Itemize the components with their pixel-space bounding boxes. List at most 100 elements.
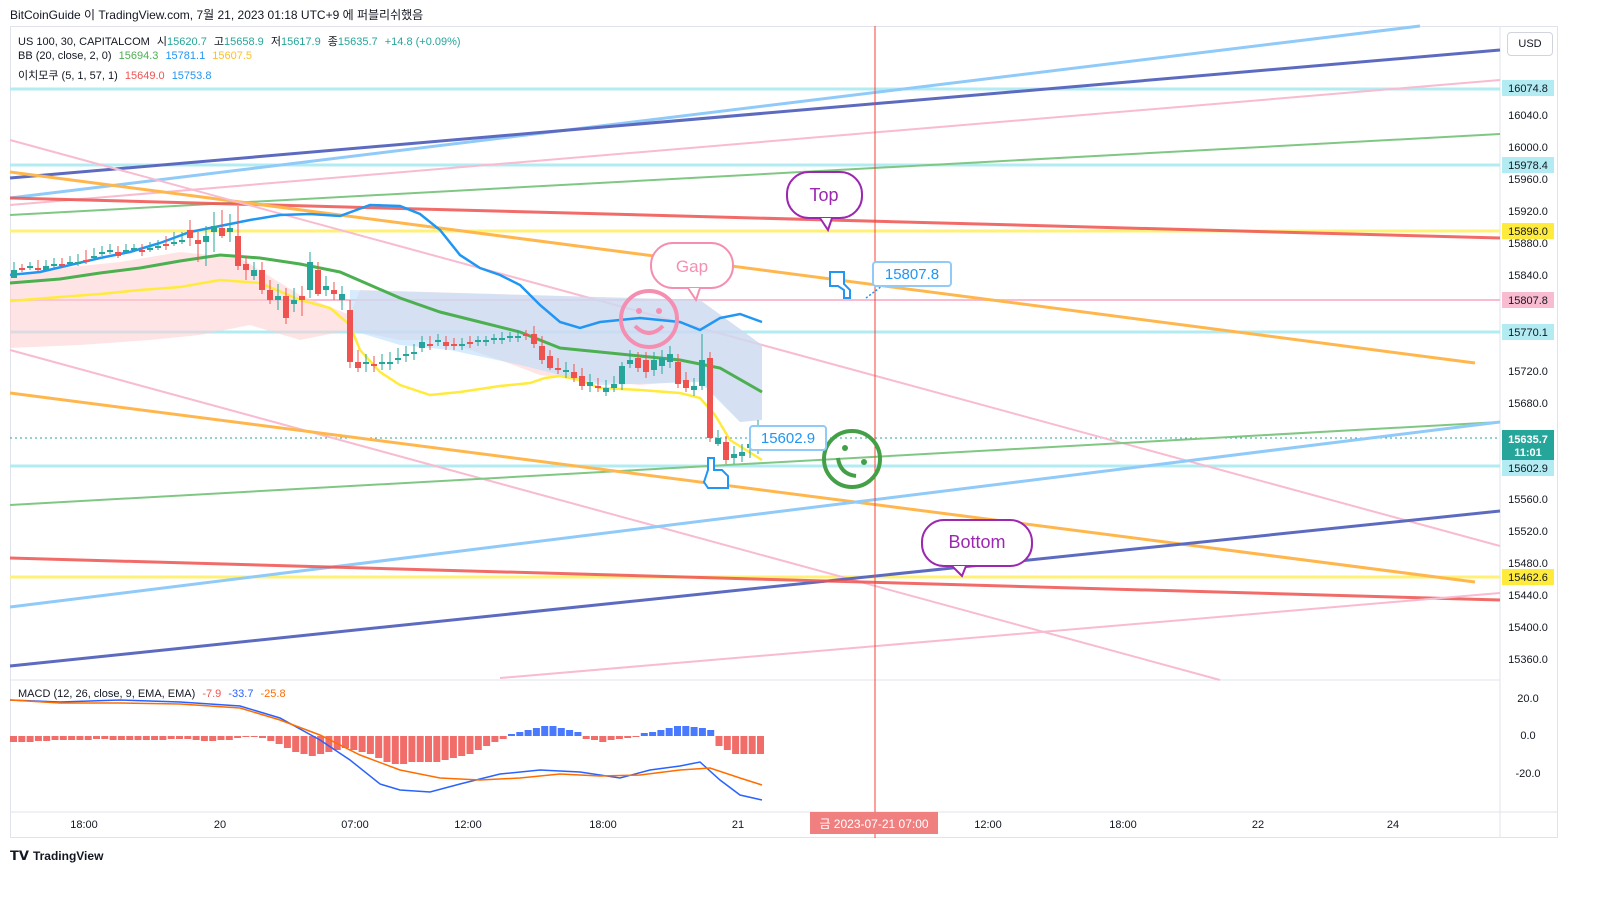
svg-text:15462.6: 15462.6	[1508, 572, 1548, 584]
macd-histogram-bar	[159, 736, 167, 740]
macd-histogram-bar	[101, 736, 109, 739]
svg-text:15602.9: 15602.9	[761, 430, 815, 447]
ichimoku-label: 이치모쿠 (5, 1, 57, 1)	[18, 70, 118, 82]
candle-bearish	[675, 354, 681, 388]
macd-histogram-bar	[715, 736, 723, 746]
candle-bearish	[427, 336, 433, 350]
price-axis-tick: 15720.0	[1508, 366, 1548, 378]
macd-histogram-bar	[26, 736, 34, 742]
price-axis-tick: 15440.0	[1508, 590, 1548, 602]
macd-histogram-bar	[491, 736, 499, 742]
macd-histogram-bar	[51, 736, 59, 740]
candle-bearish	[347, 300, 353, 368]
candle-bullish	[731, 446, 737, 464]
trendline-green-upper	[9, 133, 1501, 216]
macd-histogram-bar	[366, 736, 374, 754]
macd-histogram-bar	[217, 736, 225, 740]
macd-histogram-bar	[640, 733, 648, 736]
macd-histogram-bar	[350, 736, 358, 750]
candle-bullish	[611, 376, 617, 392]
macd-histogram-bar	[225, 736, 233, 740]
price-axis-tick: 15880.0	[1508, 238, 1548, 250]
candle-bullish	[403, 346, 409, 362]
price-axis-tick: 15840.0	[1508, 270, 1548, 282]
bb-upper-line	[9, 203, 763, 332]
price-axis-tick: 15560.0	[1508, 494, 1548, 506]
bb-legend[interactable]: BB (20, close, 2, 0) 15694.3 15781.1 156…	[18, 50, 256, 62]
candle-bearish	[443, 336, 449, 350]
annotation-gap-text: Gap	[676, 257, 708, 276]
currency-button[interactable]: USD	[1507, 32, 1553, 56]
crosshair-time-label: 금 2023-07-21 07:00	[810, 812, 938, 834]
candle-bullish	[251, 262, 257, 280]
candle-bullish	[667, 346, 673, 368]
symbol-name: US 100, 30, CAPITALCOM	[18, 36, 150, 48]
candle-bullish	[507, 332, 513, 342]
annotation-gap-bubble[interactable]: Gap	[650, 242, 734, 303]
macd-histogram-bar	[34, 736, 42, 741]
annotation-top-bubble[interactable]: Top	[786, 171, 863, 233]
macd-histogram-bar	[192, 736, 200, 740]
candle-bullish	[11, 262, 17, 278]
price-note-15807[interactable]: 15807.8	[865, 261, 952, 299]
macd-histogram-bar	[466, 736, 474, 754]
time-axis-tick: 18:00	[589, 819, 617, 831]
bb-upper-value: 15781.1	[165, 50, 206, 62]
macd-legend[interactable]: MACD (12, 26, close, 9, EMA, EMA) -7.9 -…	[18, 688, 290, 700]
ichimoku-a-value: 15649.0	[124, 70, 165, 82]
candle-bearish	[467, 336, 473, 348]
trendline-pink-upper	[9, 79, 1501, 206]
candle-bearish	[371, 356, 377, 372]
svg-text:15807.8: 15807.8	[885, 266, 939, 283]
macd-histogram-bar	[441, 736, 449, 760]
candle-bullish	[739, 444, 745, 462]
annotation-bottom-bubble[interactable]: Bottom	[921, 519, 1033, 578]
svg-text:15896.0: 15896.0	[1508, 226, 1548, 238]
publish-caption: BitCoinGuide 이 TradingView.com, 7월 21, 2…	[10, 8, 424, 22]
candle-bullish	[475, 336, 481, 346]
macd-histogram-bar	[707, 730, 715, 736]
macd-histogram	[10, 726, 764, 764]
candle-bearish	[283, 288, 289, 324]
macd-histogram-bar	[449, 736, 457, 758]
candle-bearish	[83, 250, 89, 264]
candle-bearish	[523, 330, 529, 340]
candle-bearish	[635, 352, 641, 372]
macd-histogram-bar	[615, 736, 623, 739]
svg-text:16074.8: 16074.8	[1508, 83, 1548, 95]
candle-bullish	[155, 240, 161, 250]
macd-histogram-bar	[342, 736, 349, 748]
svg-text:15770.1: 15770.1	[1508, 327, 1548, 339]
thumbs-down-icon	[829, 271, 851, 299]
macd-histogram-bar	[682, 726, 690, 736]
candle-bullish	[323, 276, 329, 296]
macd-histogram-bar	[76, 736, 84, 740]
candle-bullish	[75, 254, 81, 266]
price-note-15602[interactable]: 15602.9	[749, 425, 827, 451]
ichimoku-legend[interactable]: 이치모쿠 (5, 1, 57, 1) 15649.0 15753.8	[18, 67, 215, 83]
macd-histogram-bar	[582, 736, 590, 739]
macd-histogram-bar	[200, 736, 208, 741]
macd-histogram-bar	[698, 728, 706, 736]
annotation-bottom-text: Bottom	[948, 532, 1005, 552]
candle-bullish	[291, 288, 297, 312]
macd-histogram-bar	[142, 736, 150, 740]
close-value: 15635.7	[337, 36, 378, 48]
footer-brand[interactable]: 𝗧𝗩 TradingView	[10, 848, 103, 864]
trendline-navy-lower	[9, 509, 1501, 668]
price-axis-tick: 15520.0	[1508, 526, 1548, 538]
macd-histogram-bar	[250, 736, 258, 737]
price-tags: 16074.8 15978.4 15896.0 15807.8 15770.1 15602…	[1502, 80, 1554, 585]
symbol-legend[interactable]: US 100, 30, CAPITALCOM 시15620.7 고15658.9…	[18, 36, 461, 48]
macd-histogram-bar	[607, 736, 615, 740]
candle-bullish	[387, 352, 393, 370]
candle-bullish	[307, 252, 313, 298]
macd-histogram-bar	[416, 736, 424, 762]
candle-bearish	[355, 350, 361, 372]
price-tag: 15896.0	[1502, 223, 1554, 239]
chart-frame[interactable]	[10, 26, 1558, 838]
macd-histogram-bar	[433, 736, 441, 762]
trendline-orange-upper	[9, 170, 1476, 365]
candle-bullish	[659, 350, 665, 374]
